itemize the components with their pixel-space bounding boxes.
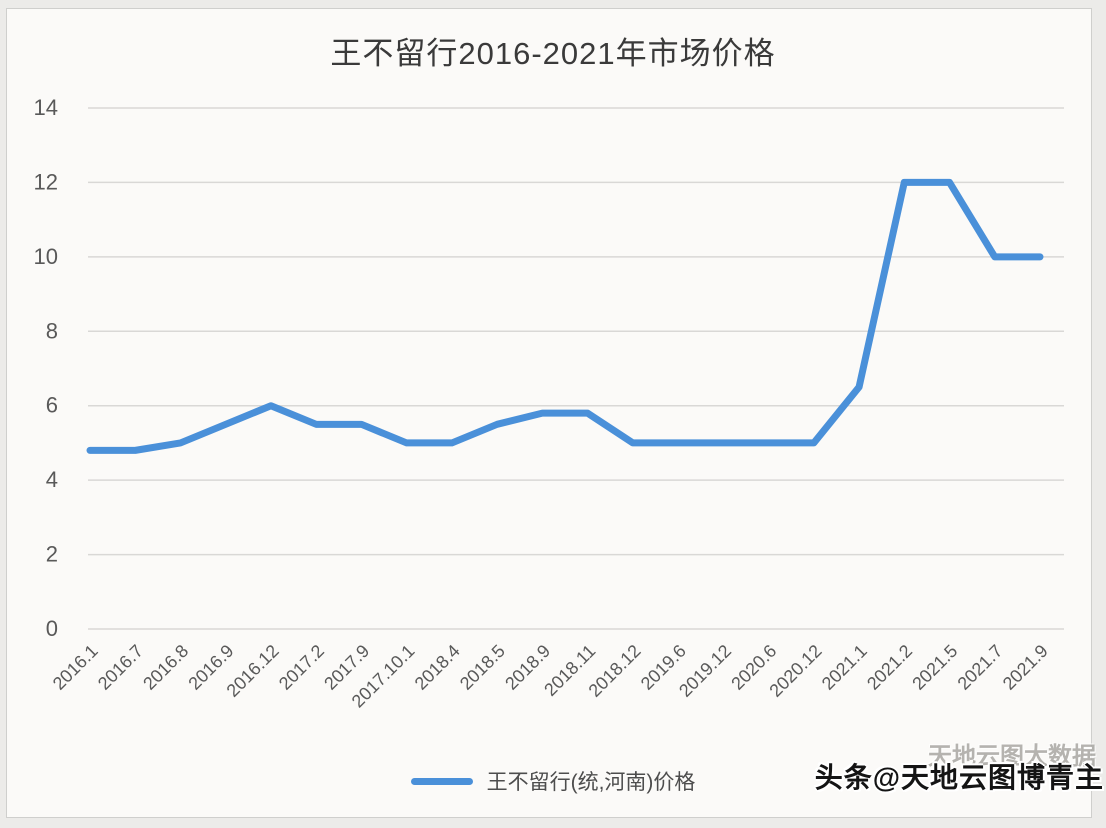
y-axis-tick-label: 2: [46, 542, 58, 567]
price-line: [86, 178, 1044, 454]
y-axis-tick-label: 10: [34, 244, 58, 269]
x-axis-tick-label: 2018.4: [411, 641, 464, 694]
legend-label: 王不留行(统,河南)价格: [486, 771, 696, 794]
x-axis-tick-label: 2021.2: [863, 641, 916, 694]
y-axis-tick-label: 14: [34, 95, 58, 120]
x-axis-tick-label: 2016.8: [139, 641, 192, 694]
y-axis-tick-label: 6: [46, 393, 58, 418]
x-axis-tick-label: 2016.7: [94, 641, 147, 694]
y-axis-tick-label: 4: [46, 467, 58, 492]
x-axis-tick-label: 2017.2: [275, 641, 328, 694]
y-axis-tick-label: 12: [34, 169, 58, 194]
x-axis-tick-label: 2016.1: [49, 641, 102, 694]
y-axis-tick-label: 8: [46, 318, 58, 343]
x-axis-tick-label: 2021.1: [818, 641, 871, 694]
chart-title: 王不留行2016-2021年市场价格: [330, 36, 776, 71]
y-axis-tick-label: 0: [46, 616, 58, 641]
x-axis-tick-label: 2021.7: [954, 641, 1007, 694]
x-axis-tick-label: 2021.5: [908, 641, 961, 694]
x-axis-tick-label: 2021.9: [999, 641, 1052, 694]
legend-line-swatch: [410, 777, 473, 785]
x-axis-tick-label: 2018.5: [456, 641, 509, 694]
legend: 王不留行(统,河南)价格: [0, 766, 1106, 796]
